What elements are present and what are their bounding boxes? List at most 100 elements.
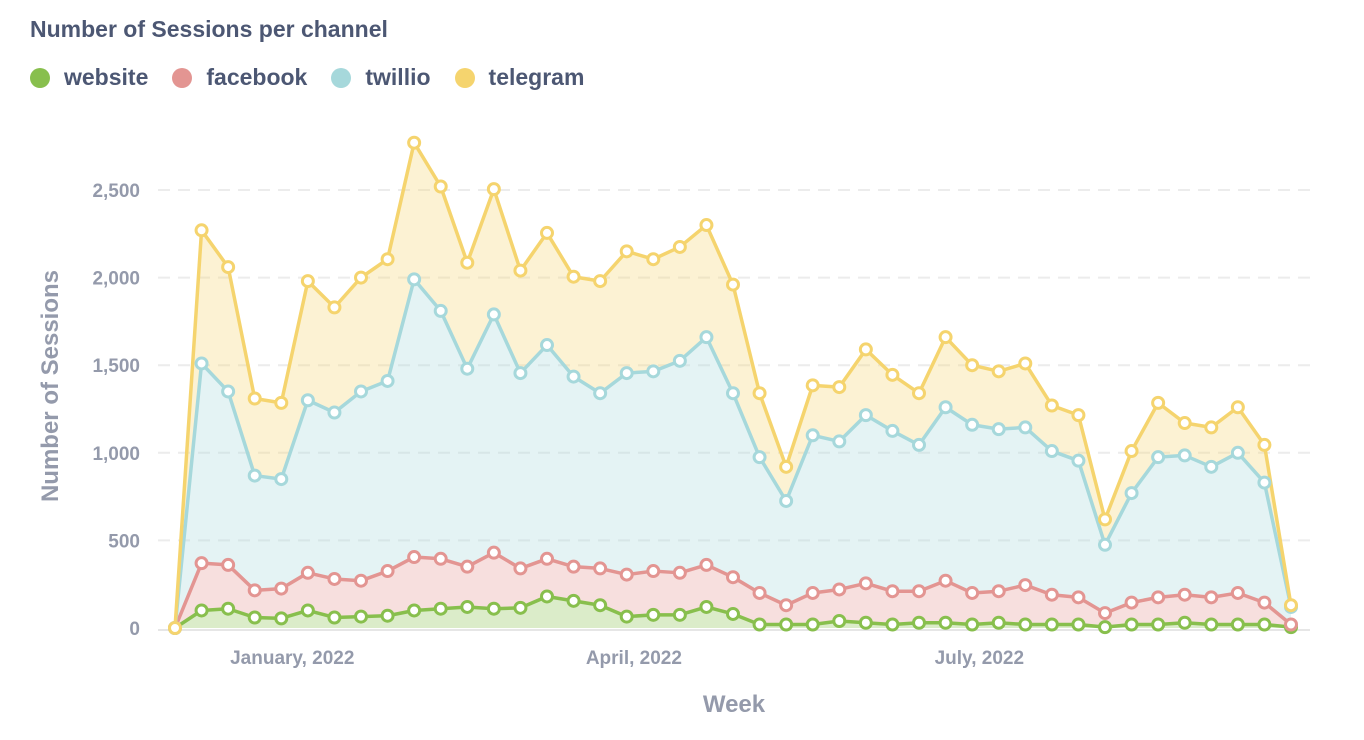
point-website[interactable] [726, 606, 740, 621]
point-twillio[interactable] [1230, 445, 1245, 460]
point-twillio[interactable] [1151, 450, 1166, 465]
point-twillio[interactable] [779, 493, 794, 508]
point-website[interactable] [1177, 615, 1192, 630]
point-twillio[interactable] [300, 393, 315, 408]
point-telegram[interactable] [327, 300, 342, 315]
point-twillio[interactable] [1018, 420, 1033, 435]
point-facebook[interactable] [327, 571, 342, 586]
legend-item-telegram[interactable]: telegram [454, 64, 584, 91]
point-telegram[interactable] [593, 274, 608, 289]
point-facebook[interactable] [566, 559, 581, 574]
point-twillio[interactable] [433, 303, 448, 318]
point-telegram[interactable] [380, 252, 395, 267]
point-facebook[interactable] [699, 557, 714, 572]
point-website[interactable] [593, 598, 608, 613]
point-twillio[interactable] [1177, 448, 1192, 463]
point-website[interactable] [991, 615, 1006, 630]
point-website[interactable] [300, 603, 315, 618]
point-facebook[interactable] [513, 561, 528, 576]
point-twillio[interactable] [805, 428, 820, 443]
point-twillio[interactable] [885, 423, 900, 438]
point-website[interactable] [247, 610, 262, 625]
point-twillio[interactable] [991, 422, 1006, 437]
point-twillio[interactable] [327, 405, 342, 420]
point-twillio[interactable] [619, 366, 634, 381]
point-facebook[interactable] [619, 567, 634, 582]
point-twillio[interactable] [726, 386, 740, 401]
point-website[interactable] [380, 608, 395, 623]
point-twillio[interactable] [221, 384, 236, 399]
point-twillio[interactable] [380, 373, 395, 388]
point-facebook[interactable] [194, 556, 209, 571]
point-telegram[interactable] [858, 342, 873, 357]
point-twillio[interactable] [1071, 453, 1086, 468]
point-facebook[interactable] [885, 584, 900, 599]
point-twillio[interactable] [752, 450, 767, 465]
point-facebook[interactable] [221, 557, 236, 572]
point-website[interactable] [1098, 620, 1112, 635]
point-telegram[interactable] [1098, 512, 1112, 527]
point-facebook[interactable] [1018, 578, 1033, 593]
point-telegram[interactable] [354, 270, 368, 285]
point-twillio[interactable] [912, 437, 926, 452]
point-facebook[interactable] [1044, 587, 1059, 602]
point-twillio[interactable] [1044, 444, 1059, 459]
point-website[interactable] [540, 589, 554, 604]
point-twillio[interactable] [858, 408, 873, 423]
point-facebook[interactable] [247, 583, 262, 598]
point-website[interactable] [938, 615, 953, 630]
point-facebook[interactable] [1204, 590, 1219, 605]
point-website[interactable] [646, 607, 661, 622]
point-telegram[interactable] [1071, 408, 1086, 423]
point-website[interactable] [858, 615, 873, 630]
point-website[interactable] [513, 600, 528, 615]
point-telegram[interactable] [991, 364, 1006, 379]
point-twillio[interactable] [566, 369, 581, 384]
point-website[interactable] [832, 613, 847, 628]
point-facebook[interactable] [1151, 590, 1166, 605]
point-website[interactable] [194, 603, 209, 618]
point-facebook[interactable] [752, 585, 767, 600]
point-facebook[interactable] [486, 545, 501, 560]
point-telegram[interactable] [1177, 416, 1192, 431]
point-telegram[interactable] [460, 255, 475, 270]
point-facebook[interactable] [407, 550, 422, 565]
point-twillio[interactable] [1098, 537, 1112, 552]
point-facebook[interactable] [274, 581, 289, 596]
point-facebook[interactable] [593, 561, 608, 576]
point-twillio[interactable] [646, 364, 661, 379]
point-website[interactable] [965, 617, 980, 632]
point-telegram[interactable] [885, 367, 900, 382]
point-facebook[interactable] [779, 598, 794, 613]
point-telegram[interactable] [433, 179, 448, 194]
point-website[interactable] [885, 617, 900, 632]
point-facebook[interactable] [912, 584, 926, 599]
point-facebook[interactable] [460, 559, 475, 574]
point-telegram[interactable] [752, 386, 767, 401]
point-facebook[interactable] [965, 585, 980, 600]
point-telegram[interactable] [672, 239, 687, 254]
point-website[interactable] [327, 610, 342, 625]
point-facebook[interactable] [726, 570, 740, 585]
point-telegram[interactable] [221, 260, 236, 275]
point-facebook[interactable] [991, 584, 1006, 599]
point-twillio[interactable] [593, 386, 608, 401]
point-website[interactable] [619, 609, 634, 624]
point-website[interactable] [566, 593, 581, 608]
legend-item-twillio[interactable]: twillio [331, 64, 431, 91]
point-telegram[interactable] [779, 459, 794, 474]
point-twillio[interactable] [513, 366, 528, 381]
point-facebook[interactable] [672, 565, 687, 580]
point-twillio[interactable] [460, 361, 475, 376]
point-facebook[interactable] [1230, 585, 1245, 600]
point-facebook[interactable] [832, 582, 847, 597]
point-telegram[interactable] [168, 621, 182, 635]
point-website[interactable] [1124, 617, 1139, 632]
point-twillio[interactable] [486, 307, 501, 322]
point-website[interactable] [672, 607, 687, 622]
point-telegram[interactable] [832, 380, 847, 395]
point-website[interactable] [407, 603, 422, 618]
point-facebook[interactable] [1098, 606, 1112, 621]
point-website[interactable] [1257, 617, 1272, 632]
point-website[interactable] [1018, 617, 1033, 632]
